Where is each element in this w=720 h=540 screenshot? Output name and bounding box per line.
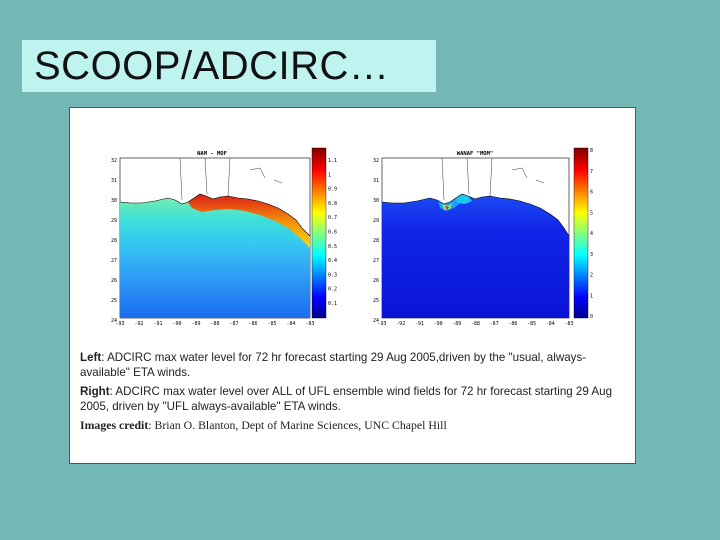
left-y-tick: 29 xyxy=(111,218,117,224)
right-y-tick: 28 xyxy=(373,238,379,244)
right-x-tick: -91 xyxy=(415,321,424,327)
caption-credit-label: Images credit xyxy=(80,418,149,432)
caption-left-text: : ADCIRC max water level for 72 hr forec… xyxy=(80,351,587,379)
left-colorbar-tick: 1.1 xyxy=(328,158,337,164)
right-colorbar-tick: 1 xyxy=(590,293,593,299)
figure-panel: NAM - MOF 1.1 1 0.9 0.8 0.7 0.6 0.5 0.4 0.3 0.2 0.… xyxy=(69,107,636,464)
caption-right-label: Right xyxy=(80,385,110,398)
left-colorbar-tick: 0.2 xyxy=(328,287,337,293)
right-colorbar-tick: 7 xyxy=(590,169,593,175)
right-x-tick: -89 xyxy=(452,321,461,327)
right-y-tick: 31 xyxy=(373,178,379,184)
right-colorbar-tick: 3 xyxy=(590,252,593,258)
left-x-tick: -93 xyxy=(115,321,124,327)
left-colorbar-tick: 0.8 xyxy=(328,201,337,207)
left-colorbar-tick: 1 xyxy=(328,172,331,178)
right-x-ticks: -93 -92 -91 -90 -89 -88 -87 -86 -85 -84 -83 xyxy=(377,321,573,327)
left-y-tick: 28 xyxy=(111,238,117,244)
right-map-title: WANAF "MOM" xyxy=(457,151,493,157)
left-y-tick: 25 xyxy=(111,298,117,304)
right-x-tick: -90 xyxy=(434,321,443,327)
left-y-tick: 31 xyxy=(111,178,117,184)
right-colorbar-tick: 8 xyxy=(590,148,593,154)
left-colorbar xyxy=(311,147,327,319)
right-x-tick: -92 xyxy=(396,321,405,327)
right-y-tick: 29 xyxy=(373,218,379,224)
left-y-tick: 24 xyxy=(111,318,117,324)
left-colorbar-tick: 0.9 xyxy=(328,187,337,193)
maps-figure: NAM - MOF 1.1 1 0.9 0.8 0.7 0.6 0.5 0.4 0.3 0.2 0.… xyxy=(111,147,593,327)
left-colorbar-tick: 0.6 xyxy=(328,230,337,236)
right-colorbar-tick: 5 xyxy=(590,210,593,216)
right-y-ticks: 32 31 30 29 28 27 26 25 24 xyxy=(373,158,379,324)
right-y-tick: 30 xyxy=(373,198,379,204)
left-x-tick: -88 xyxy=(210,321,219,327)
caption-right: Right: ADCIRC max water level over ALL o… xyxy=(80,384,635,414)
right-x-tick: -88 xyxy=(471,321,480,327)
left-x-tick: -89 xyxy=(191,321,200,327)
left-colorbar-tick: 0.3 xyxy=(328,272,337,278)
caption-block: Left: ADCIRC max water level for 72 hr f… xyxy=(80,350,635,437)
left-x-tick: -84 xyxy=(286,321,295,327)
left-x-tick: -90 xyxy=(172,321,181,327)
right-x-tick: -93 xyxy=(377,321,386,327)
left-y-tick: 32 xyxy=(111,158,117,164)
left-colorbar-tick: 0.5 xyxy=(328,244,337,250)
caption-credit: Images credit: Brian O. Blanton, Dept of… xyxy=(80,418,635,433)
right-x-tick: -86 xyxy=(508,321,517,327)
left-x-tick: -83 xyxy=(305,321,314,327)
right-colorbar-tick: 6 xyxy=(590,190,593,196)
caption-right-text: : ADCIRC max water level over ALL of UFL… xyxy=(80,385,613,413)
left-colorbar-tick: 0.7 xyxy=(328,215,337,221)
left-y-tick: 26 xyxy=(111,278,117,284)
left-x-tick: -86 xyxy=(248,321,257,327)
right-y-tick: 26 xyxy=(373,278,379,284)
left-y-tick: 30 xyxy=(111,198,117,204)
right-x-tick: -87 xyxy=(490,321,499,327)
left-y-ticks: 32 31 30 29 28 27 26 25 24 xyxy=(111,158,117,324)
right-x-tick: -83 xyxy=(564,321,573,327)
right-y-tick: 24 xyxy=(373,318,379,324)
right-y-tick: 25 xyxy=(373,298,379,304)
left-colorbar-tick: 0.4 xyxy=(328,258,337,264)
caption-left-label: Left xyxy=(80,351,102,364)
slide-title-box: SCOOP/ADCIRC… xyxy=(22,40,436,92)
right-y-tick: 32 xyxy=(373,158,379,164)
right-colorbar xyxy=(573,147,589,319)
right-colorbar-tick: 2 xyxy=(590,273,593,279)
right-y-tick: 27 xyxy=(373,258,379,264)
right-colorbar-tick: 0 xyxy=(590,314,593,320)
slide-title: SCOOP/ADCIRC… xyxy=(34,43,390,88)
caption-credit-text: : Brian O. Blanton, Dept of Marine Scien… xyxy=(148,418,447,432)
left-map: NAM - MOF 1.1 1 0.9 0.8 0.7 0.6 0.5 0.4 0.3 0.2 0.… xyxy=(111,147,337,327)
right-colorbar-ticks: 8 7 6 5 4 3 2 1 0 xyxy=(590,148,593,320)
left-x-ticks: -93 -92 -91 -90 -89 -88 -87 -86 -85 -84 -83 xyxy=(115,321,314,327)
left-x-tick: -92 xyxy=(134,321,143,327)
left-y-tick: 27 xyxy=(111,258,117,264)
right-x-tick: -84 xyxy=(546,321,555,327)
left-map-title: NAM - MOF xyxy=(197,151,227,157)
caption-left: Left: ADCIRC max water level for 72 hr f… xyxy=(80,350,635,380)
left-x-tick: -91 xyxy=(153,321,162,327)
left-x-tick: -85 xyxy=(267,321,276,327)
left-colorbar-ticks: 1.1 1 0.9 0.8 0.7 0.6 0.5 0.4 0.3 0.2 0.1 xyxy=(328,158,337,307)
left-x-tick: -87 xyxy=(229,321,238,327)
left-colorbar-tick: 0.1 xyxy=(328,301,337,307)
right-colorbar-tick: 4 xyxy=(590,231,593,237)
right-x-tick: -85 xyxy=(527,321,536,327)
